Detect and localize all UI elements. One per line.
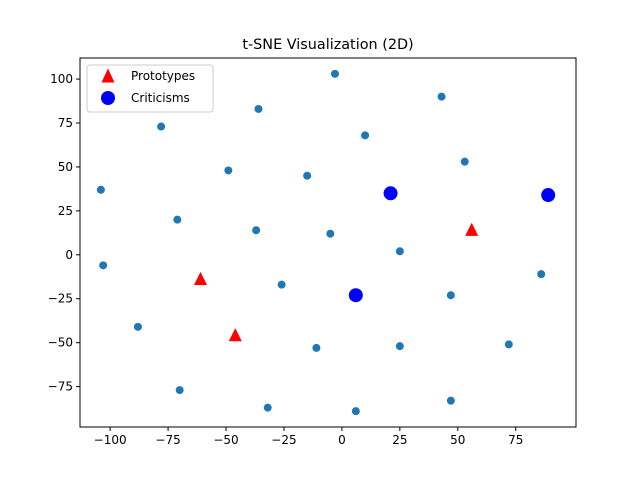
data-point <box>330 69 339 78</box>
data-point <box>254 104 263 113</box>
x-tick-label: 25 <box>392 433 407 447</box>
data-point <box>460 157 469 166</box>
criticism-point <box>383 186 398 201</box>
x-tick-label: −75 <box>155 433 180 447</box>
y-tick-label: −50 <box>48 336 73 350</box>
data-point <box>96 185 105 194</box>
x-tick-label: −25 <box>271 433 296 447</box>
y-tick-label: 100 <box>50 72 73 86</box>
criticism-point <box>348 288 363 303</box>
data-point <box>173 215 182 224</box>
x-tick-label: −100 <box>94 433 127 447</box>
data-point <box>537 270 546 279</box>
data-point <box>326 229 335 238</box>
legend: Prototypes Criticisms <box>86 64 214 113</box>
legend-label-prototypes: Prototypes <box>131 69 195 83</box>
data-point <box>263 403 272 412</box>
legend-criticism-marker <box>101 91 115 105</box>
data-point <box>175 386 184 395</box>
chart-title: t-SNE Visualization (2D) <box>242 37 413 53</box>
plot-area <box>96 69 556 416</box>
y-axis: −75 −50 −25 0 25 50 75 100 <box>48 72 80 394</box>
data-point <box>224 166 233 175</box>
data-point <box>351 407 360 416</box>
legend-label-criticisms: Criticisms <box>131 91 190 105</box>
data-point <box>446 396 455 405</box>
y-tick-label: 0 <box>65 248 73 262</box>
data-point <box>252 226 261 235</box>
prototype-point <box>193 271 208 286</box>
x-axis: −100 −75 −50 −25 0 25 50 75 <box>94 427 523 447</box>
prototype-point <box>228 328 242 342</box>
y-tick-label: 25 <box>58 204 73 218</box>
axes-frame <box>79 57 577 428</box>
y-tick-label: −75 <box>48 380 73 394</box>
data-point <box>133 322 142 331</box>
x-tick-label: 0 <box>338 433 346 447</box>
criticism-point <box>541 188 556 203</box>
data-point <box>395 342 404 351</box>
y-tick-label: 75 <box>58 116 73 130</box>
data-point <box>361 131 370 140</box>
data-point <box>504 340 513 349</box>
y-tick-label: 50 <box>58 160 73 174</box>
x-tick-label: 50 <box>450 433 465 447</box>
data-point <box>395 247 404 256</box>
data-point <box>446 291 455 300</box>
data-point <box>312 343 321 352</box>
legend-box <box>86 64 214 113</box>
x-tick-label: 75 <box>508 433 523 447</box>
data-point <box>99 261 108 270</box>
data-point <box>303 171 312 180</box>
y-tick-label: −25 <box>48 292 73 306</box>
x-tick-label: −50 <box>213 433 238 447</box>
data-point <box>277 280 286 289</box>
prototype-point <box>465 222 479 236</box>
data-point <box>437 92 446 101</box>
data-point <box>157 122 166 131</box>
legend-prototype-marker <box>101 68 115 83</box>
